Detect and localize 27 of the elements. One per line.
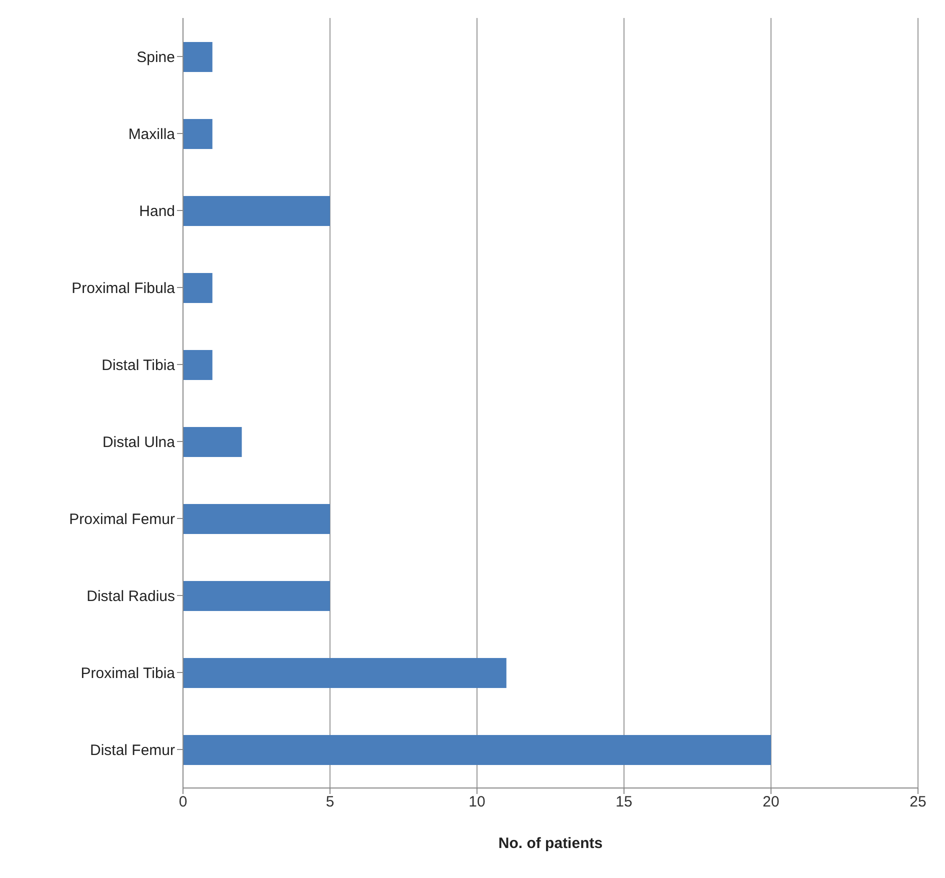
y-tick-label: Maxilla (128, 126, 176, 143)
y-tick-label: Hand (139, 202, 175, 220)
y-tick-label: Distal Femur (90, 742, 175, 759)
bar (183, 196, 330, 226)
y-tick-label: Spine (136, 48, 175, 66)
bar (183, 427, 242, 457)
bar (183, 350, 212, 380)
y-tick-label: Distal Tibia (102, 356, 176, 374)
y-tick-label: Proximal Tibia (80, 664, 176, 682)
bar (183, 504, 330, 534)
y-tick-label: Distal Ulna (102, 434, 176, 451)
bar (183, 42, 212, 72)
x-axis-title: No. of patients (498, 835, 603, 852)
x-tick-label: 25 (910, 794, 926, 811)
x-tick-label: 15 (616, 794, 632, 811)
bar (183, 658, 506, 688)
y-tick-label: Proximal Femur (69, 510, 175, 528)
bar (183, 581, 330, 611)
y-tick-label: Proximal Fibula (72, 280, 176, 297)
x-tick-label: 10 (468, 794, 486, 811)
y-tick-label: Distal Radius (86, 588, 175, 605)
bar (183, 119, 212, 149)
x-tick-label: 5 (326, 794, 334, 811)
x-tick-label: 20 (762, 794, 780, 811)
bar (183, 273, 212, 303)
x-tick-label: 0 (178, 794, 188, 811)
bar (183, 735, 771, 765)
